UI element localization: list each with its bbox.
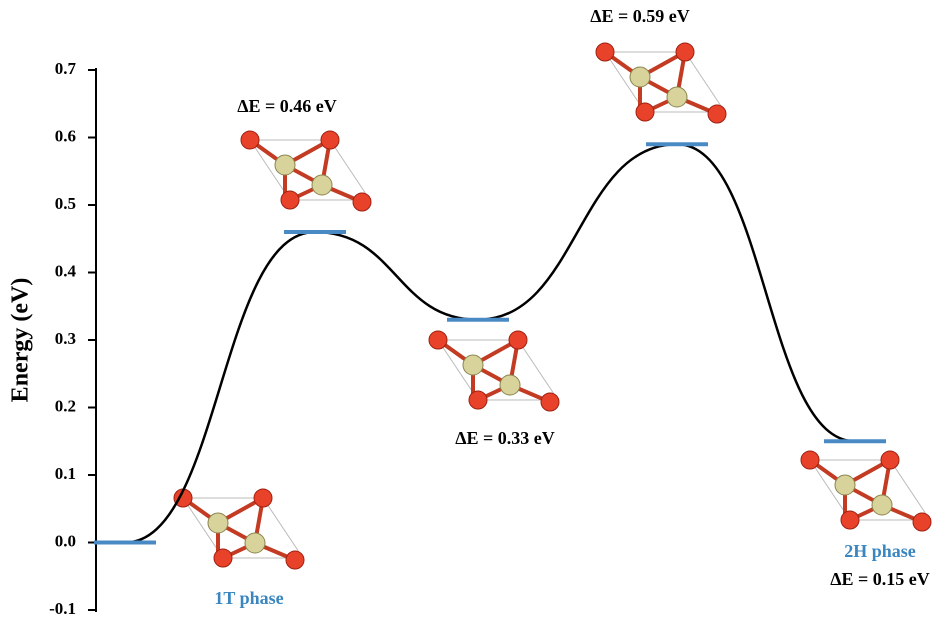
atom xyxy=(208,513,228,533)
atom xyxy=(353,193,371,211)
atom xyxy=(275,155,295,175)
atom xyxy=(872,495,892,515)
atom xyxy=(241,131,259,149)
energy-curve xyxy=(125,144,855,542)
atom xyxy=(429,331,447,349)
structure-icon xyxy=(241,131,371,211)
atom xyxy=(913,513,931,531)
atom xyxy=(281,191,299,209)
y-tick-label: 0.3 xyxy=(55,329,76,348)
phase-label: 1T phase xyxy=(214,588,283,608)
structure-icon xyxy=(174,489,304,569)
atom xyxy=(636,103,654,121)
atom xyxy=(245,533,265,553)
phase-label: 2H phase xyxy=(844,541,916,561)
value-label: ΔE = 0.15 eV xyxy=(830,569,930,589)
value-label: ΔE = 0.33 eV xyxy=(455,428,555,448)
y-tick-label: 0.0 xyxy=(55,531,76,550)
atom xyxy=(214,549,232,567)
atom xyxy=(469,391,487,409)
atom xyxy=(321,131,339,149)
atom xyxy=(630,67,650,87)
atom xyxy=(254,489,272,507)
atom xyxy=(835,475,855,495)
atom xyxy=(801,451,819,469)
value-label: ΔE = 0.59 eV xyxy=(590,6,690,26)
atom xyxy=(541,393,559,411)
chart: Energy (eV) -0.1 0.0 0.1 0.2 0.3 0.4 0.5 0.6 0.7… xyxy=(0,0,938,622)
atom xyxy=(463,355,483,375)
structure-icon xyxy=(429,331,559,411)
atom xyxy=(509,331,527,349)
y-tick-label: 0.1 xyxy=(55,464,76,483)
structure-icon xyxy=(801,451,931,531)
atom xyxy=(596,43,614,61)
atom xyxy=(841,511,859,529)
atom xyxy=(312,175,332,195)
atom xyxy=(286,551,304,569)
value-label: ΔE = 0.46 eV xyxy=(237,96,337,116)
page: {"chart_data": {"type": "energy_profile"… xyxy=(0,0,938,622)
y-tick-label: 0.2 xyxy=(55,396,76,415)
atom xyxy=(881,451,899,469)
atom xyxy=(676,43,694,61)
atom xyxy=(708,105,726,123)
y-tick-label: 0.7 xyxy=(55,59,77,78)
y-axis-label: Energy (eV) xyxy=(8,278,34,403)
atom xyxy=(500,375,520,395)
structure-icon xyxy=(596,43,726,123)
y-tick-label: 0.5 xyxy=(55,194,76,213)
y-tick-label: 0.4 xyxy=(55,261,77,280)
y-tick-label: -0.1 xyxy=(49,599,76,618)
atom xyxy=(667,87,687,107)
y-tick-label: 0.6 xyxy=(55,126,76,145)
